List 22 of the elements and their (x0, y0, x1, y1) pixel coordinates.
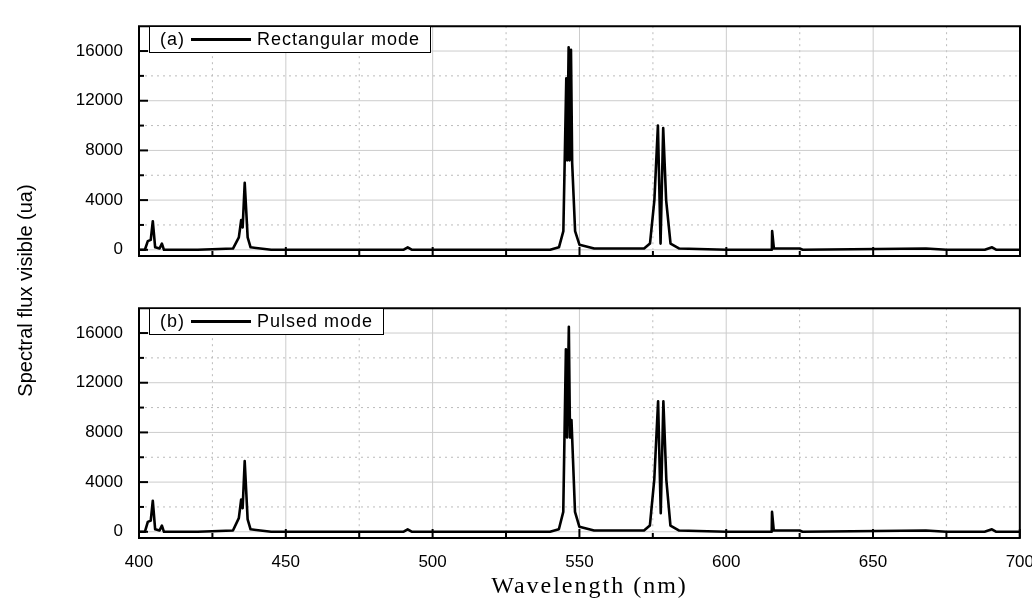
y-tick-label: 16000 (75, 322, 123, 342)
x-tick-label: 400 (124, 551, 154, 571)
x-tick-label: 550 (565, 551, 594, 571)
x-tick-label: 650 (858, 551, 888, 571)
legend-title: (b) (160, 311, 185, 332)
y-tick-label: 4000 (85, 189, 123, 209)
y-tick-label: 0 (113, 239, 123, 259)
x-tick-label: 600 (712, 551, 741, 571)
y-tick-label: 12000 (75, 90, 123, 110)
y-tick-label: 4000 (85, 471, 123, 491)
legend-label: Pulsed mode (257, 311, 374, 332)
y-axis-title: Spectral flux visible (ua) (13, 183, 37, 397)
y-tick-label: 0 (113, 521, 123, 541)
x-tick-label: 500 (418, 551, 447, 571)
y-tick-label: 16000 (75, 40, 123, 60)
y-tick-label: 8000 (85, 422, 123, 442)
x-tick-label: 450 (271, 551, 300, 571)
x-axis-title: Wavelength (nm) (490, 572, 689, 599)
y-tick-label: 8000 (85, 140, 123, 160)
legend-title: (a) (160, 29, 185, 50)
legend-label: Rectangular mode (257, 29, 421, 50)
y-tick-label: 12000 (75, 372, 123, 392)
